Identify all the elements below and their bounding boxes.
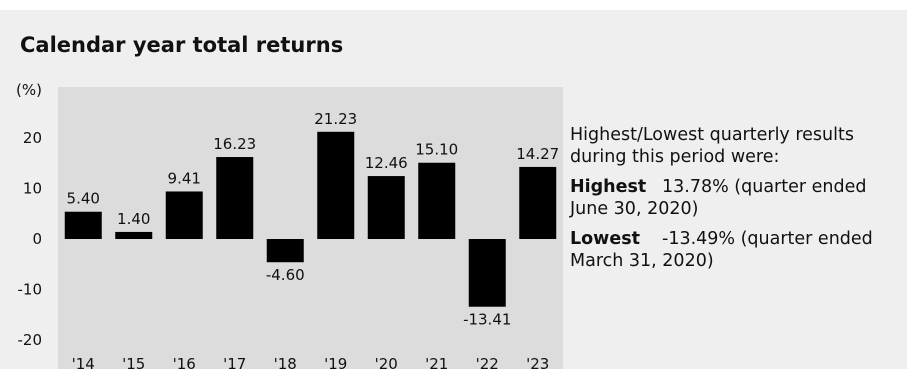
x-tick-label: '15 [122, 355, 145, 369]
y-axis-label: (%) [16, 81, 42, 99]
data-label: -4.60 [266, 266, 305, 284]
x-tick-label: '20 [375, 355, 398, 369]
highest-row: Highest 13.78% (quarter ended June 30, 20… [570, 176, 900, 220]
data-label: 14.27 [516, 145, 559, 163]
bar [468, 239, 506, 307]
x-tick-label: '19 [324, 355, 347, 369]
data-label: 12.46 [365, 154, 408, 172]
bar [266, 239, 304, 263]
data-label: 21.23 [314, 110, 357, 128]
bar [317, 131, 355, 239]
bar [367, 176, 405, 239]
y-tick-label: 0 [32, 230, 42, 248]
lowest-row: Lowest -13.49% (quarter ended March 31, 2… [570, 228, 900, 272]
x-tick-label: '22 [476, 355, 499, 369]
highest-label: Highest [570, 177, 647, 197]
y-tick-label: 20 [23, 129, 42, 147]
x-tick-label: '16 [173, 355, 196, 369]
data-label: 16.23 [213, 135, 256, 153]
chart-title: Calendar year total returns [20, 33, 344, 57]
y-tick-label: -20 [18, 331, 43, 349]
data-label: 1.40 [117, 210, 150, 228]
y-tick-label: -10 [18, 281, 43, 299]
plot-area [58, 87, 563, 369]
x-tick-label: '23 [526, 355, 549, 369]
y-tick-label: 10 [23, 180, 42, 198]
summary-intro: Highest/Lowest quarterly results during … [570, 125, 854, 167]
bar [519, 166, 557, 239]
lowest-label: Lowest [570, 229, 640, 249]
bar [165, 191, 203, 239]
data-label: -13.41 [463, 311, 511, 329]
data-label: 5.40 [67, 190, 100, 208]
data-label: 15.10 [415, 141, 458, 159]
quarterly-results-summary: Highest/Lowest quarterly results during … [570, 124, 900, 280]
bar [216, 157, 254, 239]
x-tick-label: '21 [425, 355, 448, 369]
x-tick-label: '14 [72, 355, 95, 369]
highest-value: 13.78% (quarter ended June 30, 2020) [570, 177, 867, 219]
x-tick-label: '17 [223, 355, 246, 369]
bar [64, 211, 102, 239]
bar [115, 231, 153, 239]
x-tick-label: '18 [274, 355, 297, 369]
bar [418, 162, 456, 239]
data-label: 9.41 [168, 169, 201, 187]
lowest-value: -13.49% (quarter ended March 31, 2020) [570, 229, 873, 271]
